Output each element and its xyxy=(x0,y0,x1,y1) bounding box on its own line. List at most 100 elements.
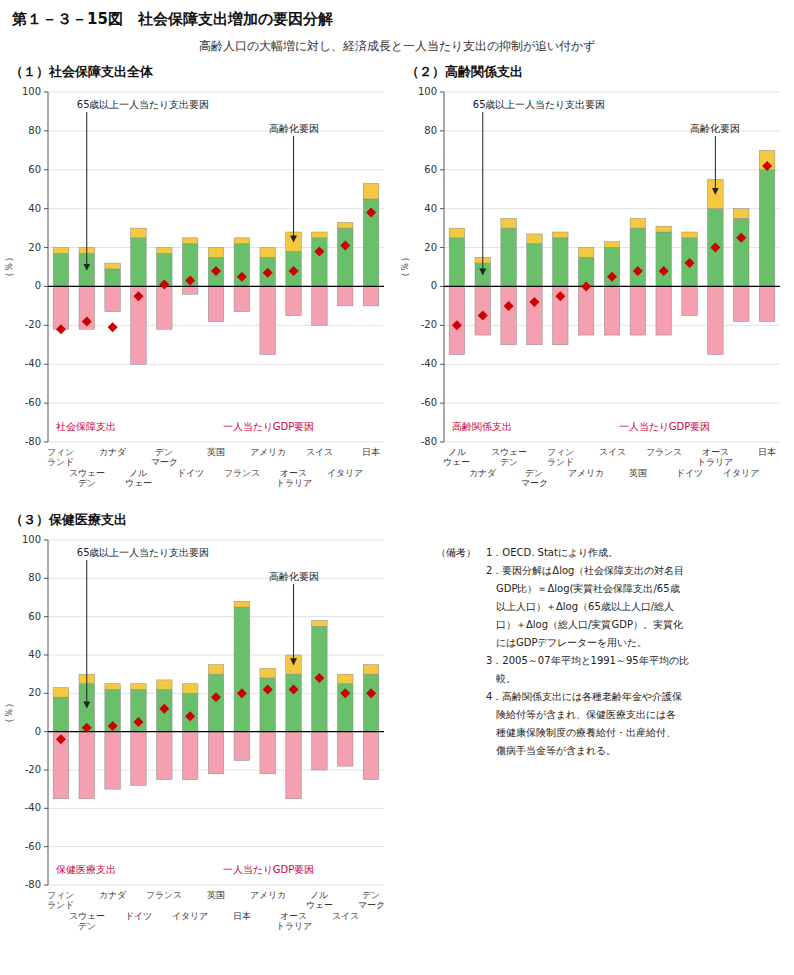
diamond-marker xyxy=(185,276,195,286)
bar-segment xyxy=(708,286,724,354)
grid-line xyxy=(48,208,384,209)
bar-segment xyxy=(182,286,198,294)
bar-segment xyxy=(337,222,353,228)
category-label: スイス xyxy=(599,447,626,457)
bar-segment xyxy=(157,286,173,329)
category-label-line: ウェー xyxy=(125,478,152,488)
annotations: 一人当たりGDP要因65歳以上一人当たり支出要因高齢化要因保健医療支出 xyxy=(56,547,319,875)
tick-label: 40 xyxy=(28,203,41,214)
category-label-line: トラリア xyxy=(276,478,312,488)
category-label: 日本 xyxy=(758,447,776,457)
tick-label: 0 xyxy=(35,280,41,291)
category-label: オーストラリア xyxy=(276,468,312,488)
series-annotation: 65歳以上一人当たり支出要因 xyxy=(77,547,210,558)
series-annotation: 一人当たりGDP要因 xyxy=(223,864,314,875)
bar-segment xyxy=(449,228,465,238)
category-label-line: フランス xyxy=(224,468,260,478)
bar-segment xyxy=(105,732,121,790)
category-label-line: マーク xyxy=(521,478,548,488)
bar-segment xyxy=(79,732,95,799)
bar-segment xyxy=(501,228,517,286)
series-annotation: 高齢関係支出 xyxy=(452,421,512,432)
bar-segment xyxy=(337,732,353,767)
diamond-marker xyxy=(340,688,350,698)
tick-mark xyxy=(44,325,48,326)
page: 第１－３－15図 社会保障支出増加の要因分解高齢人口の大幅増に対し、経済成長と一… xyxy=(0,0,794,975)
bar-segment xyxy=(630,286,646,335)
bar-segment xyxy=(131,286,147,364)
bar-segment xyxy=(105,286,121,311)
grid-line xyxy=(48,130,384,131)
grid-line xyxy=(48,885,384,886)
category-label-line: カナダ xyxy=(99,890,127,900)
bar-segment xyxy=(630,218,646,228)
tick-label: -80 xyxy=(421,436,437,447)
series-annotation: 高齢化要因 xyxy=(690,123,740,134)
diamond-marker xyxy=(452,320,462,330)
bar-segment xyxy=(208,257,224,286)
tick-mark xyxy=(44,540,48,541)
category-label: ノルウェー xyxy=(306,890,333,910)
category-label: フランス xyxy=(224,468,260,478)
diamond-marker xyxy=(478,311,488,321)
category-label-line: マーク xyxy=(151,457,178,467)
bar-segment xyxy=(527,234,543,244)
page-title: 第１－３－15図 社会保障支出増加の要因分解 xyxy=(11,10,333,28)
category-label-line: ノル xyxy=(448,447,466,457)
diamond-marker xyxy=(340,241,350,251)
note-line: 較。 xyxy=(436,673,516,684)
series-annotation: 保健医療支出 xyxy=(56,864,116,875)
tick-label: -60 xyxy=(421,397,437,408)
note-line: 種健康保険制度の療養給付・出産給付、 xyxy=(436,727,676,738)
category-label-line: アメリカ xyxy=(568,468,604,478)
note-line: 口）＋Δlog（総人口/実質GDP）。実質化 xyxy=(436,619,683,630)
tick-mark xyxy=(440,286,444,287)
plot-marks xyxy=(48,601,384,798)
category-label-line: ランド xyxy=(47,457,74,467)
bar-segment xyxy=(312,286,328,325)
annotations: 一人当たりGDP要因65歳以上一人当たり支出要因高齢化要因社会保障支出 xyxy=(56,99,319,432)
page-subtitle: 高齢人口の大幅増に対し、経済成長と一人当たり支出の抑制が追い付かず xyxy=(199,39,595,53)
category-label-line: フランス xyxy=(646,447,682,457)
bar-segment xyxy=(708,209,724,287)
notes: （備考） 1．OECD. Statにより作成。 2．要因分解はΔlog（社会保障… xyxy=(436,547,689,756)
zero-line xyxy=(48,286,384,287)
bar-segment xyxy=(260,248,276,258)
bar-segment xyxy=(604,286,620,335)
category-label-line: トラリア xyxy=(276,921,312,931)
bar-segment xyxy=(656,226,672,232)
tick-mark xyxy=(44,616,48,617)
category-label-line: スイス xyxy=(599,447,626,457)
bar-segment xyxy=(759,170,775,287)
grid-line xyxy=(444,169,780,170)
category-label: イタリア xyxy=(723,468,759,478)
note-line: 2．要因分解はΔlog（社会保障支出の対名目 xyxy=(436,565,684,576)
bar-segment xyxy=(578,248,594,258)
diamond-marker xyxy=(529,297,539,307)
bar-segment xyxy=(363,199,379,287)
bar-segment xyxy=(286,251,302,286)
category-label: カナダ xyxy=(99,890,127,900)
bar-segment xyxy=(131,732,147,786)
tick-mark xyxy=(44,169,48,170)
bar-segment xyxy=(182,732,198,780)
annotations: 一人当たりGDP要因65歳以上一人当たり支出要因高齢化要因高齢関係支出 xyxy=(452,99,741,432)
tick-label: -20 xyxy=(421,319,437,330)
tick-label: 0 xyxy=(35,726,41,737)
tick-mark xyxy=(440,169,444,170)
bar-segment xyxy=(157,680,173,690)
diamond-marker xyxy=(659,266,669,276)
plot-marks xyxy=(48,183,384,364)
category-label: デンマーク xyxy=(521,468,548,488)
diamond-marker xyxy=(314,673,324,683)
bar-segment xyxy=(53,286,69,329)
category-label-line: オース xyxy=(280,911,307,921)
note-line: GDP比）＝Δlog(実質社会保障支出/65歳 xyxy=(436,583,680,594)
series-annotation: 65歳以上一人当たり支出要因 xyxy=(77,99,210,110)
zero-line xyxy=(48,731,384,732)
tick-label: 40 xyxy=(28,649,41,660)
category-label: イタリア xyxy=(172,911,208,921)
chart: （１）社会保障支出全体-80-60-40-20020406080100（％）フィ… xyxy=(3,64,384,488)
tick-label: -40 xyxy=(421,358,437,369)
annotation-arrow xyxy=(715,136,716,194)
